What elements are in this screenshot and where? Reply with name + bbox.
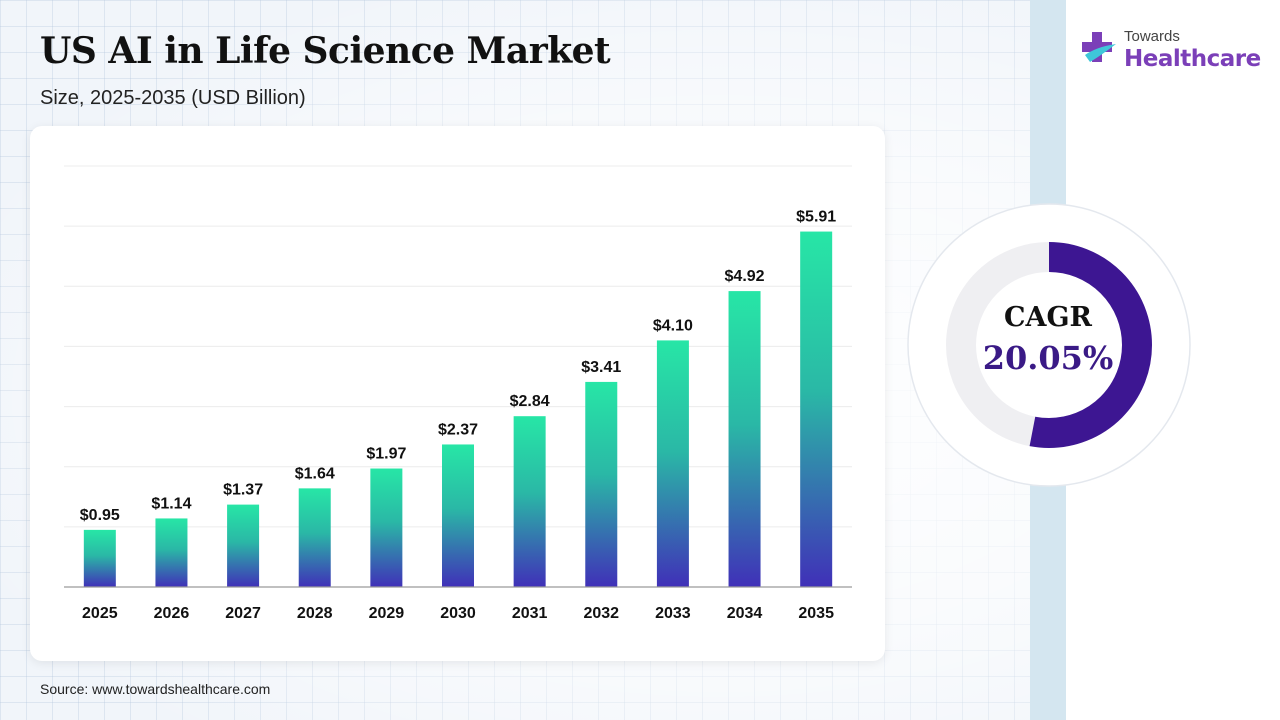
x-tick-2025: 2025 [82,605,118,622]
value-label-2027: $1.37 [223,482,263,499]
x-tick-2032: 2032 [583,605,619,622]
logo-text-towards: Towards [1124,28,1180,45]
bar-2033 [656,340,689,587]
value-label-2035: $5.91 [796,209,836,226]
value-label-2026: $1.14 [151,495,191,512]
x-tick-2033: 2033 [655,605,691,622]
value-label-2029: $1.97 [366,446,406,463]
source-note: Source: www.towardshealthcare.com [40,681,271,697]
x-tick-2034: 2034 [727,605,763,622]
x-tick-2031: 2031 [512,605,548,622]
x-tick-2027: 2027 [225,605,261,622]
bar-2030 [442,444,474,587]
bar-2031 [513,416,546,587]
bar-2035 [800,231,833,587]
bar-2032 [585,381,618,587]
value-label-2032: $3.41 [581,359,621,376]
bars [83,231,833,587]
bar-2026 [155,518,188,587]
x-tick-labels: 2025 2026 2027 2028 2029 2030 2031 2032 2033 2034… [82,605,834,622]
value-label-2031: $2.84 [510,393,550,410]
bar-chart: $0.95 $1.14 $1.37 $1.64 $1.97 $2.37 $2.84 $3.41… [64,165,852,622]
logo-text-healthcare: Healthcare [1124,46,1261,72]
medical-cross-logo-icon [1082,32,1116,62]
value-label-2034: $4.92 [725,268,765,285]
cagr-value: 20.05% [982,339,1114,377]
page-title: US AI in Life Science Market [40,30,611,72]
bar-2034 [728,291,761,587]
bar-2028 [298,488,331,587]
value-label-2030: $2.37 [438,421,478,438]
bar-2025 [83,529,116,587]
cagr-label: CAGR [1004,302,1092,333]
x-tick-2028: 2028 [297,605,333,622]
x-tick-2029: 2029 [369,605,405,622]
x-tick-2030: 2030 [440,605,476,622]
x-tick-2035: 2035 [798,605,834,622]
x-tick-2026: 2026 [154,605,190,622]
chart-card: $0.95 $1.14 $1.37 $1.64 $1.97 $2.37 $2.84 $3.41… [30,126,885,661]
towards-healthcare-logo [1082,32,1116,62]
value-label-2028: $1.64 [295,465,335,482]
value-label-2033: $4.10 [653,317,693,334]
cagr-ring-fill [946,242,1152,448]
page-subtitle: Size, 2025-2035 (USD Billion) [40,87,306,109]
value-labels: $0.95 $1.14 $1.37 $1.64 $1.97 $2.37 $2.84 $3.41… [80,209,837,524]
cagr-donut [907,203,1191,487]
bar-2029 [370,468,403,587]
bar-2027 [227,504,260,587]
value-label-2025: $0.95 [80,507,120,524]
